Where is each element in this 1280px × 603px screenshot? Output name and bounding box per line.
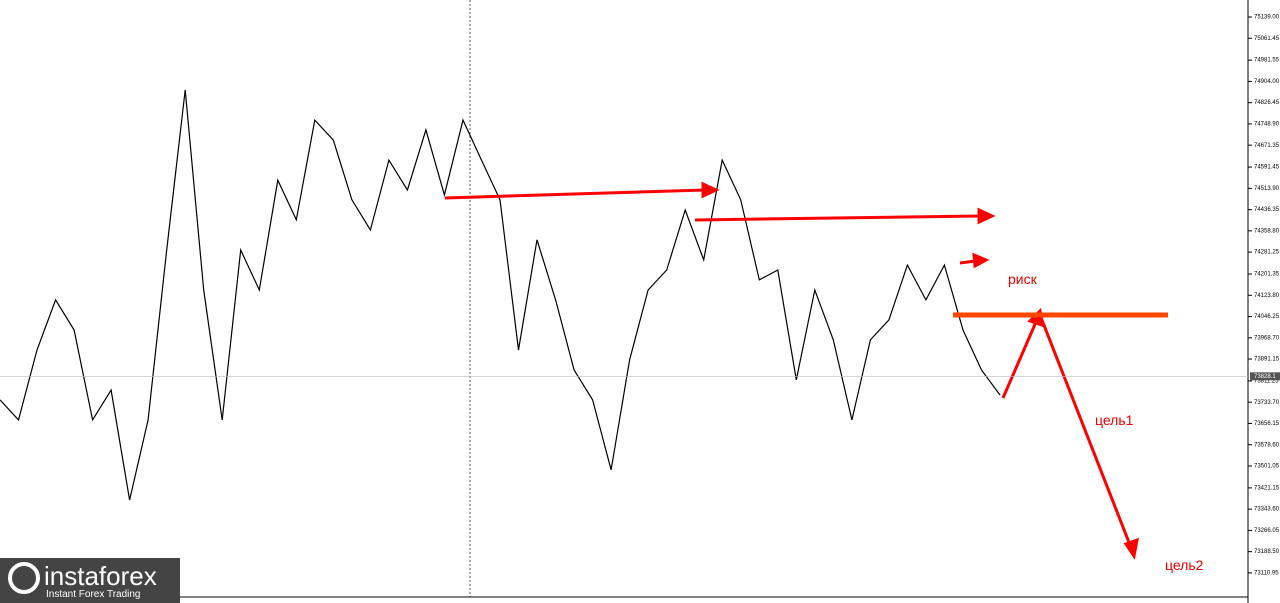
annotation: цель2: [1165, 557, 1204, 573]
arrow: [1001, 321, 1038, 399]
y-tick-label: 74201.35: [1254, 272, 1280, 278]
y-tick-label: 73110.95: [1254, 570, 1279, 576]
logo-name: instaforex: [44, 561, 157, 591]
y-tick-label: 73501.05: [1254, 464, 1280, 470]
y-tick-label: 74671.35: [1254, 143, 1280, 149]
current-price-label: 73828.1: [1254, 374, 1276, 380]
y-tick-label: 74513.90: [1254, 186, 1280, 192]
y-tick-label: 73733.70: [1254, 400, 1280, 406]
arrow-head: [977, 207, 996, 225]
arrow: [959, 259, 976, 265]
y-tick-label: 73656.15: [1254, 421, 1280, 427]
y-tick-label: 74281.25: [1254, 250, 1280, 256]
y-tick-label: 73421.15: [1254, 485, 1280, 491]
arrow-head: [701, 181, 720, 199]
logo-tagline: Instant Forex Trading: [46, 589, 141, 600]
annotation: цель1: [1095, 412, 1134, 428]
y-tick-label: 73578.60: [1254, 442, 1280, 448]
y-tick-label: 74981.55: [1254, 58, 1280, 64]
y-tick-label: 74748.90: [1254, 122, 1280, 128]
arrow-head: [972, 252, 990, 269]
arrow: [444, 188, 706, 200]
current-price-box: [1250, 372, 1280, 381]
y-tick-label: 74358.80: [1254, 228, 1280, 234]
plot: [0, 89, 1001, 501]
annotation: риск: [1008, 271, 1038, 287]
y-tick-label: 74436.35: [1254, 207, 1280, 213]
arrow: [694, 214, 981, 222]
y-tick-label: 74123.80: [1254, 293, 1280, 299]
y-tick-label: 74591.45: [1254, 165, 1280, 171]
y-tick-label: 73266.05: [1254, 528, 1280, 534]
y-tick-label: 74826.45: [1254, 100, 1280, 106]
y-tick-label: 74046.25: [1254, 314, 1280, 320]
y-tick-label: 73343.60: [1254, 507, 1280, 513]
y-tick-label: 75139.00: [1254, 15, 1280, 21]
y-tick-label: 73811.25: [1254, 379, 1279, 385]
y-tick-label: 73891.15: [1254, 357, 1280, 363]
arrow-head: [1123, 537, 1139, 560]
y-tick-label: 74904.00: [1254, 79, 1280, 85]
y-tick-label: 75061.45: [1254, 36, 1280, 42]
logo-icon: [8, 562, 40, 594]
y-tick-label: 73968.70: [1254, 335, 1280, 341]
arrow: [1038, 314, 1132, 546]
price-line: [0, 89, 1001, 501]
y-tick-label: 73188.50: [1254, 549, 1280, 555]
